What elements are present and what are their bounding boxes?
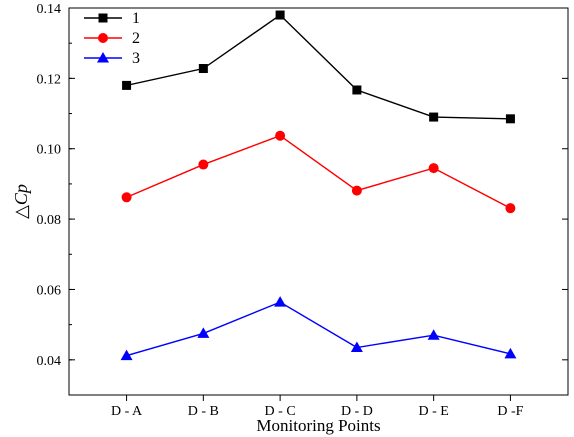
data-point — [275, 130, 286, 141]
x-tick-label: D - D — [341, 404, 373, 419]
legend-label: 2 — [132, 30, 140, 47]
data-point — [198, 159, 209, 170]
series-line — [126, 301, 511, 357]
data-point — [427, 329, 440, 340]
series-layer — [120, 10, 517, 361]
legend: 1 2 3 — [84, 10, 140, 67]
legend-item-1: 1 — [84, 10, 140, 27]
legend-item-3: 3 — [84, 50, 140, 67]
plot-frame — [68, 7, 569, 396]
data-point — [350, 341, 363, 353]
y-tick-label: 0.06 — [37, 283, 62, 298]
legend-marker — [98, 13, 108, 23]
data-point — [504, 347, 517, 359]
data-point — [121, 192, 132, 203]
y-tick-label: 0.14 — [37, 2, 62, 17]
y-tick-label: 0.04 — [37, 354, 62, 369]
data-point — [352, 85, 362, 95]
series-line — [126, 14, 511, 120]
series-2 — [121, 130, 516, 214]
data-point — [275, 10, 285, 20]
legend-label: 1 — [132, 10, 140, 27]
legend-marker — [97, 52, 109, 63]
data-point — [198, 64, 208, 74]
data-point — [428, 163, 439, 174]
series-1 — [122, 10, 515, 124]
legend-item-2: 2 — [84, 30, 140, 47]
data-point — [120, 349, 133, 361]
x-tick-label: D - C — [265, 404, 296, 419]
data-point — [274, 296, 287, 307]
x-tick-label: D - B — [188, 404, 219, 419]
y-tick-label: 0.10 — [37, 143, 62, 158]
data-point — [505, 203, 516, 214]
x-tick-label: D - A — [111, 404, 143, 419]
series-3 — [120, 296, 517, 361]
y-axis-label: △Cp — [11, 184, 31, 219]
y-tick-label: 0.12 — [37, 72, 62, 87]
data-point — [351, 185, 362, 196]
data-point — [122, 80, 132, 90]
data-point — [429, 112, 439, 122]
axes-layer: 0.04 0.06 0.08 0.10 0.12 0.14 D - A D - B D - C D… — [37, 2, 568, 419]
data-point — [505, 114, 515, 124]
x-tick-label: D -F — [497, 404, 523, 419]
series-line — [126, 134, 511, 209]
data-point — [197, 327, 210, 338]
legend-marker — [98, 33, 108, 43]
y-tick-label: 0.08 — [37, 213, 62, 228]
x-axis-label: Monitoring Points — [256, 416, 380, 435]
x-tick-label: D - E — [418, 404, 448, 419]
legend-label: 3 — [132, 50, 140, 67]
